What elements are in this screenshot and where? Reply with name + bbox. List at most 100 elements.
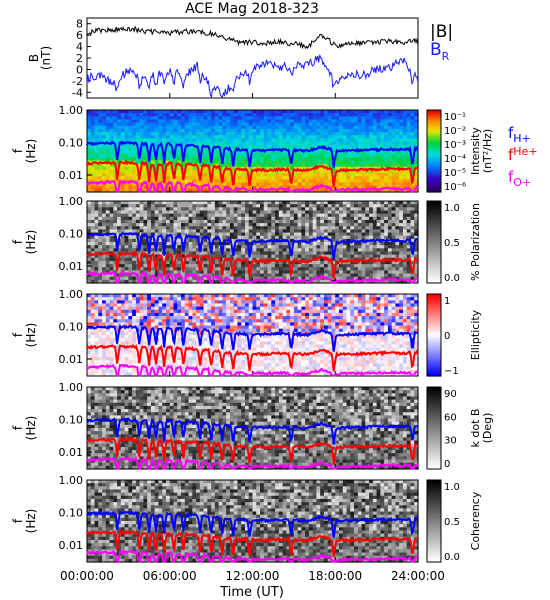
y-tick-labels: 1.00 0.10 0.01 [59, 288, 92, 366]
y-tick-label: 8 [76, 18, 83, 31]
colorbar-tick-label: 10⁻⁵ [444, 168, 466, 179]
colorbar-title: k dot B [469, 409, 482, 448]
svg-text:(nT): (nT) [39, 46, 53, 70]
colorbar-tick-label: 1.0 [444, 203, 460, 214]
colorbar-tick-label: 0.5 [444, 238, 460, 249]
y-tick-label: -2 [72, 75, 83, 88]
colorbar-tick-label: 30 [444, 436, 457, 447]
colorbar-tick-label: 10⁻⁶ [444, 182, 466, 193]
panel-intensity: f (Hz)1.000.100.0110⁻¹10⁻²10⁻³10⁻⁴10⁻⁵10⁻… [11, 104, 494, 193]
y-tick-label: 0.10 [59, 228, 84, 241]
y-axis-label: f (Hz) [11, 416, 38, 441]
panel-kdotb: f (Hz) 1.00 0.10 0.01 90 60 30 0 k dot B (Deg) [11, 381, 494, 470]
spectrogram-polarization [87, 201, 419, 284]
y-axis-label: f (Hz) [11, 323, 38, 348]
y-tick-labels: 1.00 0.10 0.01 [59, 104, 92, 182]
spectrogram-kdotb [87, 387, 419, 470]
y-tick-label: 4 [76, 41, 83, 54]
colorbar-tick-label: 0.0 [444, 552, 460, 563]
y-tick-label: 0.10 [59, 414, 84, 427]
series-line-f-o-plus [86, 456, 419, 470]
y-tick-label: 0.01 [59, 169, 84, 182]
series-line-f-he-plus [86, 159, 419, 188]
x-tick-label: 06:00:00 [143, 569, 197, 583]
colorbar-tick-label: 10⁻¹ [444, 112, 466, 123]
svg-text:(Hz): (Hz) [24, 230, 38, 255]
y-tick-labels: 1.00 0.10 0.01 [59, 381, 92, 459]
y-tick-labels: 1.00 0.10 0.01 [59, 195, 92, 273]
colorbar-tick-label: 0.5 [444, 517, 460, 528]
y-tick-label: 0.01 [59, 260, 84, 273]
colorbar-title: Ellipticity [469, 309, 482, 360]
x-tick-labels: 00:00:00 06:00:00 12:00:00 18:00:00 24:00:00 [60, 569, 445, 583]
series-line-f-o-plus [86, 179, 419, 193]
y-axis-label: B(nT) [27, 46, 53, 70]
series-line-b-total [86, 25, 419, 50]
colorbar-unit: (nT²/Hz) [481, 129, 494, 173]
colorbar-kdotb: 90 60 30 0 k dot B (Deg) [426, 386, 494, 470]
colorbar-tick-label: 1.0 [444, 482, 460, 493]
colorbar-tick-label: 60 [444, 412, 457, 423]
panel-ellipticity: f (Hz) 1.00 0.10 0.01 1 0 −1 Ellipticity [11, 288, 482, 377]
y-tick-label: 0.10 [59, 321, 84, 334]
y-tick-label: 0 [76, 63, 83, 76]
series-line-b-r [86, 54, 419, 99]
colorbar-tick-label: 90 [444, 389, 457, 400]
y-tick-label: 0.01 [59, 539, 84, 552]
legend-entry: fO+ [508, 168, 531, 189]
svg-text:(Hz): (Hz) [24, 139, 38, 164]
y-tick-label: 2 [76, 52, 83, 65]
y-tick-label: 1.00 [59, 288, 84, 301]
legend-entry: |B| [430, 22, 453, 42]
colorbar-title: Coherency [469, 491, 482, 550]
y-axis-label: f (Hz) [11, 230, 38, 255]
series-line-f-he-plus [86, 436, 419, 465]
x-tick-label: 00:00:00 [60, 569, 114, 583]
colorbar-tick-label: 0.0 [444, 273, 460, 284]
series-line-f-h-plus [86, 509, 418, 538]
legend-entry: fH+ [508, 124, 531, 145]
colorbar-tick-label: 10⁻³ [444, 140, 466, 151]
colorbar-polarization: 1.0 0.5 0.0 % Polarization [426, 200, 482, 284]
series-line-f-h-plus [86, 232, 419, 259]
svg-text:f: f [11, 148, 25, 153]
colorbar-tick-label: 1 [444, 296, 450, 307]
x-tick-label: 18:00:00 [308, 569, 362, 583]
y-axis-label: f (Hz) [11, 139, 38, 164]
colorbar-title: Intensity [469, 127, 482, 175]
series-line-f-o-plus [86, 363, 419, 377]
series-line-f-he-plus [86, 250, 419, 279]
y-axis-label: f (Hz) [11, 509, 38, 534]
y-tick-label: 0.01 [59, 446, 84, 459]
frequency-legend: fH+fHe+ fO+ [508, 124, 538, 189]
y-tick-labels: 1.00 0.10 0.01 [59, 474, 92, 552]
figure-title: ACE Mag 2018-323 [185, 1, 319, 17]
colorbar-unit: (Deg) [481, 413, 494, 444]
colorbar-tick-label: 10⁻⁴ [444, 154, 466, 165]
y-tick-label: 1.00 [59, 381, 84, 394]
bfield-legend: |B|BR [430, 22, 453, 63]
x-axis-label: Time (UT) [219, 585, 284, 600]
y-tick-label: 0.10 [59, 137, 84, 150]
svg-text:B: B [27, 54, 41, 62]
series-line-f-h-plus [86, 140, 419, 168]
y-tick-label: 1.00 [59, 104, 84, 117]
series-line-f-he-plus [86, 343, 419, 372]
colorbar-coherency: 1.0 0.5 0.0 Coherency [426, 479, 482, 563]
colorbar-ellipticity: 1 0 −1 Ellipticity [426, 293, 482, 377]
series-line-f-o-plus [86, 549, 419, 563]
x-tick-label: 12:00:00 [226, 569, 280, 583]
series-line-f-h-plus [86, 323, 419, 352]
y-tick-label: 1.00 [59, 474, 84, 487]
svg-text:f: f [11, 239, 25, 244]
legend-entry: fHe+ [508, 145, 538, 164]
series-line-f-o-plus [86, 270, 419, 284]
colorbar-title: % Polarization [469, 203, 482, 281]
y-tick-label: 6 [76, 29, 83, 42]
y-tick-label: 0.10 [59, 507, 84, 520]
series-line-f-h-plus [86, 417, 419, 445]
legend-entry: BR [430, 40, 450, 63]
